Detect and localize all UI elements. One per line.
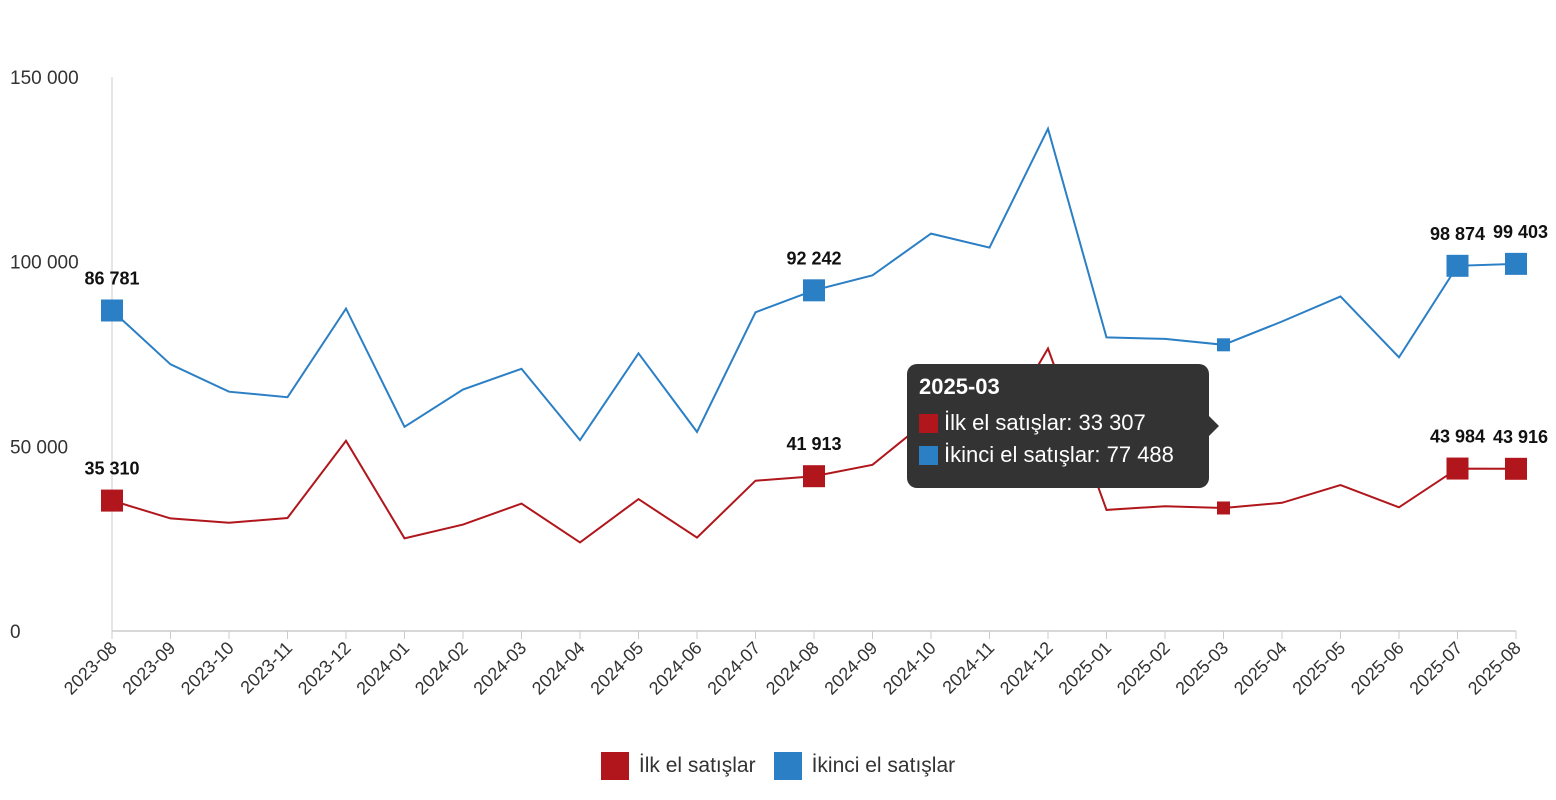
x-tick-label: 2024-09 — [820, 638, 881, 699]
tooltip-row: İlk el satışlar: 33 307 — [919, 410, 1197, 436]
x-tick-label: 2024-12 — [996, 638, 1057, 699]
x-tick-label: 2024-04 — [528, 638, 589, 699]
x-tick-label: 2024-11 — [938, 638, 998, 698]
x-tick-label: 2025-05 — [1288, 638, 1349, 699]
x-tick-label: 2023-09 — [118, 638, 179, 699]
data-label: 98 874 — [1430, 224, 1485, 244]
data-label: 43 916 — [1493, 427, 1548, 447]
x-tick-label: 2024-01 — [352, 638, 413, 699]
data-label: 41 913 — [786, 434, 841, 454]
data-point-marker — [1217, 501, 1230, 515]
series-markers — [101, 252, 1527, 515]
x-tick-label: 2023-10 — [177, 638, 238, 699]
y-tick-label: 150 000 — [10, 68, 79, 89]
x-tick-label: 2025-02 — [1113, 638, 1174, 699]
data-label: 35 310 — [84, 459, 139, 479]
legend-item-ikinci-el[interactable]: İkinci el satışlar — [773, 752, 956, 780]
legend-swatch-ikinci-el — [773, 752, 802, 780]
legend-item-ilk-el[interactable]: İlk el satışlar — [600, 752, 756, 780]
data-point-marker — [1217, 338, 1230, 352]
data-label: 43 984 — [1430, 427, 1485, 447]
x-tick-label: 2024-03 — [469, 638, 530, 699]
data-point-marker — [803, 465, 825, 488]
data-label: 99 403 — [1493, 222, 1548, 242]
data-label: 86 781 — [84, 268, 139, 288]
tooltip: 2025-03 İlk el satışlar: 33 307 İkinci e… — [907, 364, 1219, 488]
x-tick-label: 2025-01 — [1054, 638, 1115, 699]
x-tick-label: 2024-07 — [703, 638, 764, 699]
x-tick-label: 2024-10 — [879, 638, 940, 699]
x-tick-label: 2024-06 — [645, 638, 706, 699]
x-tick-label: 2025-06 — [1347, 638, 1408, 699]
data-labels: 35 310 41 913 43 984 43 916 86 781 92 242 98 8… — [84, 222, 1548, 479]
x-tick-label: 2024-02 — [411, 638, 472, 699]
tooltip-swatch — [919, 413, 938, 433]
legend-swatch-ilk-el — [600, 752, 629, 780]
data-point-marker — [1446, 254, 1469, 277]
legend: İlk el satışlar İkinci el satışlar — [0, 752, 1556, 780]
tooltip-arrow — [1209, 416, 1219, 436]
tooltip-row-text: İkinci el satışlar: 77 488 — [944, 442, 1174, 467]
x-tick-label: 2023-11 — [236, 638, 296, 698]
x-tick-label: 2024-05 — [586, 638, 647, 699]
data-point-marker — [1505, 252, 1527, 275]
data-point-marker — [1446, 457, 1469, 480]
tooltip-title: 2025-03 — [919, 374, 1000, 399]
data-point-marker — [1505, 457, 1527, 480]
data-point-marker — [101, 299, 123, 322]
legend-label: İkinci el satışlar — [811, 754, 956, 777]
data-point-marker — [803, 279, 825, 302]
x-tick-label: 2023-12 — [294, 638, 355, 699]
y-tick-label: 100 000 — [10, 253, 79, 274]
x-tick-label: 2025-03 — [1171, 638, 1232, 699]
tooltip-row: İkinci el satışlar: 77 488 — [919, 442, 1197, 468]
tooltip-swatch — [919, 445, 938, 465]
legend-label: İlk el satışlar — [638, 754, 756, 777]
y-tick-label: 0 — [10, 622, 21, 643]
x-tick-label: 2024-08 — [762, 638, 823, 699]
data-point-marker — [101, 489, 123, 512]
x-tick-label: 2025-04 — [1230, 638, 1291, 699]
x-tick-label: 2025-07 — [1405, 638, 1466, 699]
tooltip-row-text: İlk el satışlar: 33 307 — [944, 410, 1146, 435]
data-label: 92 242 — [786, 248, 841, 268]
x-tick-label: 2023-08 — [60, 638, 121, 699]
y-tick-label: 50 000 — [10, 437, 68, 458]
x-tick-label: 2025-08 — [1464, 638, 1525, 699]
